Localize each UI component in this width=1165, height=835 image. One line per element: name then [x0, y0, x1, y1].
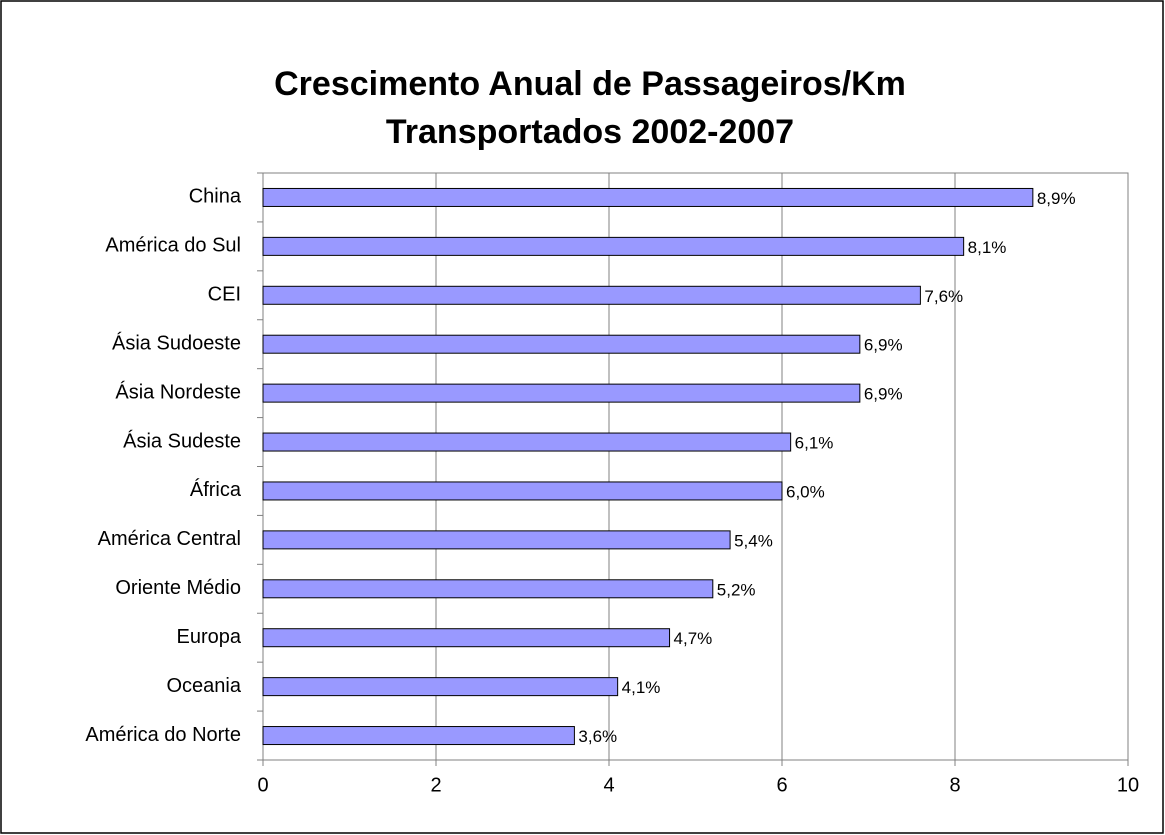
x-tick-label: 10: [1117, 774, 1139, 796]
x-tick-label: 4: [603, 774, 614, 796]
y-tick-label: Oceania: [167, 675, 242, 697]
data-label: 6,1%: [795, 434, 834, 453]
data-label: 6,9%: [864, 385, 903, 404]
data-label: 8,1%: [968, 238, 1007, 257]
data-label: 3,6%: [578, 727, 617, 746]
bar: [262, 579, 714, 599]
data-label: 8,9%: [1037, 189, 1076, 208]
y-tick-label: China: [189, 186, 242, 208]
y-tick-label: América do Sul: [105, 235, 241, 257]
y-tick-label: América do Norte: [85, 724, 241, 746]
bar: [262, 334, 861, 354]
y-tick-label: Oriente Médio: [115, 577, 241, 599]
bar: [262, 628, 671, 648]
y-tick-label: América Central: [98, 528, 241, 550]
x-tick-label: 6: [776, 774, 787, 796]
x-tick-label: 2: [430, 774, 441, 796]
data-label: 6,9%: [864, 336, 903, 355]
y-tick-label: CEI: [208, 284, 241, 306]
y-tick-label: Europa: [177, 626, 242, 648]
x-tick-label: 8: [949, 774, 960, 796]
data-label: 5,4%: [734, 531, 773, 550]
y-tick-label: Ásia Sudoeste: [112, 331, 241, 354]
bar: [262, 383, 861, 403]
data-label: 6,0%: [786, 482, 825, 501]
data-label: 7,6%: [924, 287, 963, 306]
y-tick-label: África: [190, 478, 242, 501]
data-label: 4,1%: [622, 678, 661, 697]
chart-title: Transportados 2002-2007: [386, 113, 794, 151]
chart-title: Crescimento Anual de Passageiros/Km: [274, 65, 906, 103]
bar: [262, 481, 783, 501]
bar: [262, 236, 965, 256]
bar: [262, 726, 575, 746]
bar: [262, 187, 1034, 207]
bar: [262, 530, 731, 550]
y-tick-label: Ásia Nordeste: [115, 380, 241, 403]
bar: [262, 677, 619, 697]
bar: [262, 285, 921, 305]
data-label: 4,7%: [674, 629, 713, 648]
data-label: 5,2%: [717, 580, 756, 599]
y-tick-label: Ásia Sudeste: [123, 429, 241, 452]
x-tick-label: 0: [257, 774, 268, 796]
bar: [262, 432, 792, 452]
